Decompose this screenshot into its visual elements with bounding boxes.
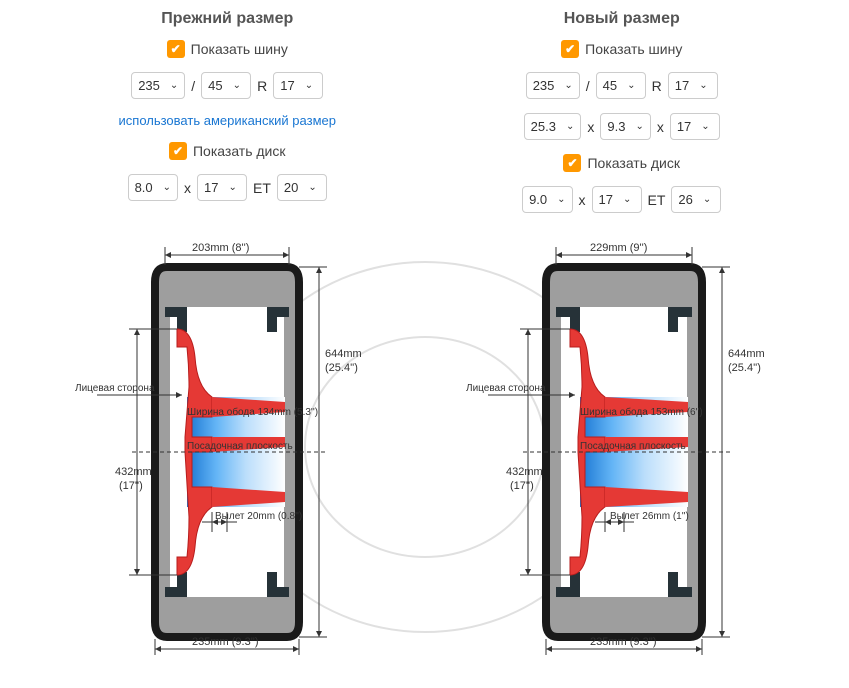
chevron-down-icon: ⌄ [305, 80, 313, 91]
use-american-link[interactable]: использовать американский размер [119, 113, 336, 128]
svg-text:644mm: 644mm [728, 348, 765, 360]
svg-text:Вылет 20mm (0.8''): Вылет 20mm (0.8'') [215, 511, 302, 522]
right-disc-width-select[interactable]: 9.0⌄ [522, 186, 572, 213]
chevron-down-icon: ⌄ [701, 121, 709, 132]
right-show-tire-label: Показать шину [585, 41, 682, 57]
left-tire-width-select[interactable]: 235⌄ [131, 72, 185, 99]
right-disc-et-select[interactable]: 26⌄ [671, 186, 721, 213]
svg-text:(25.4''): (25.4'') [728, 362, 761, 374]
right-show-disc-label: Показать диск [587, 155, 680, 171]
svg-text:Лицевая сторона: Лицевая сторона [466, 383, 546, 394]
chevron-down-icon: ⌄ [623, 194, 631, 205]
left-diagram: 203mm (8'') 644mm (25.4'') 432mm (17'') … [37, 237, 417, 657]
chevron-down-icon: ⌄ [557, 194, 565, 205]
left-show-tire-checkbox[interactable]: ✔ [167, 40, 185, 58]
chevron-down-icon: ⌄ [627, 80, 635, 91]
chevron-down-icon: ⌄ [163, 182, 171, 193]
right-american-a-select[interactable]: 25.3⌄ [524, 113, 582, 140]
right-disc-diameter-select[interactable]: 17⌄ [592, 186, 642, 213]
chevron-down-icon: ⌄ [229, 182, 237, 193]
svg-text:432mm: 432mm [115, 466, 152, 478]
left-tire-diameter-select[interactable]: 17⌄ [273, 72, 323, 99]
left-disc-diameter-select[interactable]: 17⌄ [197, 174, 247, 201]
svg-text:Посадочная плоскость: Посадочная плоскость [187, 441, 293, 452]
svg-text:644mm: 644mm [325, 348, 362, 360]
right-show-disc-checkbox[interactable]: ✔ [563, 154, 581, 172]
svg-text:Ширина обода 134mm (5.3''): Ширина обода 134mm (5.3'') [187, 406, 318, 418]
chevron-down-icon: ⌄ [635, 121, 643, 132]
right-tire-size-row: 235⌄ / 45⌄ R 17⌄ [526, 72, 718, 99]
controls-row: Прежний размер ✔ Показать шину 235⌄ / 45… [0, 0, 849, 237]
chevron-down-icon: ⌄ [564, 80, 572, 91]
svg-text:432mm: 432mm [506, 466, 543, 478]
right-column: Новый размер ✔ Показать шину 235⌄ / 45⌄ … [432, 10, 812, 227]
svg-text:Лицевая сторона: Лицевая сторона [75, 383, 155, 394]
svg-text:(17''): (17'') [510, 480, 534, 492]
right-tire-aspect-select[interactable]: 45⌄ [596, 72, 646, 99]
chevron-down-icon: ⌄ [170, 80, 178, 91]
svg-text:Ширина обода 153mm (6''): Ширина обода 153mm (6'') [580, 406, 703, 418]
svg-text:Вылет 26mm (1''): Вылет 26mm (1'') [610, 511, 689, 522]
right-american-c-select[interactable]: 17⌄ [670, 113, 720, 140]
right-show-tire-checkbox[interactable]: ✔ [561, 40, 579, 58]
left-disc-width-select[interactable]: 8.0⌄ [128, 174, 178, 201]
right-show-disc-row: ✔ Показать диск [563, 154, 680, 172]
diagrams-row: 203mm (8'') 644mm (25.4'') 432mm (17'') … [0, 237, 849, 657]
right-american-b-select[interactable]: 9.3⌄ [600, 113, 650, 140]
right-show-tire-row: ✔ Показать шину [561, 40, 682, 58]
left-heading: Прежний размер [161, 10, 293, 28]
chevron-down-icon: ⌄ [308, 182, 316, 193]
chevron-down-icon: ⌄ [233, 80, 241, 91]
right-disc-size-row: 9.0⌄ x 17⌄ ET 26⌄ [522, 186, 721, 213]
left-show-disc-checkbox[interactable]: ✔ [169, 142, 187, 160]
chevron-down-icon: ⌄ [566, 121, 574, 132]
left-disc-et-select[interactable]: 20⌄ [277, 174, 327, 201]
right-heading: Новый размер [564, 10, 680, 28]
svg-text:235mm (9.3''): 235mm (9.3'') [192, 636, 259, 648]
left-show-tire-label: Показать шину [191, 41, 288, 57]
right-american-row: 25.3⌄ x 9.3⌄ x 17⌄ [524, 113, 720, 140]
left-disc-size-row: 8.0⌄ x 17⌄ ET 20⌄ [128, 174, 327, 201]
svg-text:203mm (8''): 203mm (8'') [192, 242, 249, 254]
svg-text:229mm (9''): 229mm (9'') [590, 242, 647, 254]
svg-text:(25.4''): (25.4'') [325, 362, 358, 374]
svg-text:235mm (9.3''): 235mm (9.3'') [590, 636, 657, 648]
left-show-disc-label: Показать диск [193, 143, 286, 159]
chevron-down-icon: ⌄ [699, 80, 707, 91]
left-tire-size-row: 235⌄ / 45⌄ R 17⌄ [131, 72, 323, 99]
left-column: Прежний размер ✔ Показать шину 235⌄ / 45… [37, 10, 417, 227]
right-tire-width-select[interactable]: 235⌄ [526, 72, 580, 99]
right-diagram: 229mm (9'') 644mm (25.4'') 432mm (17'') … [432, 237, 812, 657]
svg-text:Посадочная плоскость: Посадочная плоскость [580, 441, 686, 452]
chevron-down-icon: ⌄ [703, 194, 711, 205]
left-show-disc-row: ✔ Показать диск [169, 142, 286, 160]
left-show-tire-row: ✔ Показать шину [167, 40, 288, 58]
left-tire-aspect-select[interactable]: 45⌄ [201, 72, 251, 99]
svg-text:(17''): (17'') [119, 480, 143, 492]
right-tire-diameter-select[interactable]: 17⌄ [668, 72, 718, 99]
